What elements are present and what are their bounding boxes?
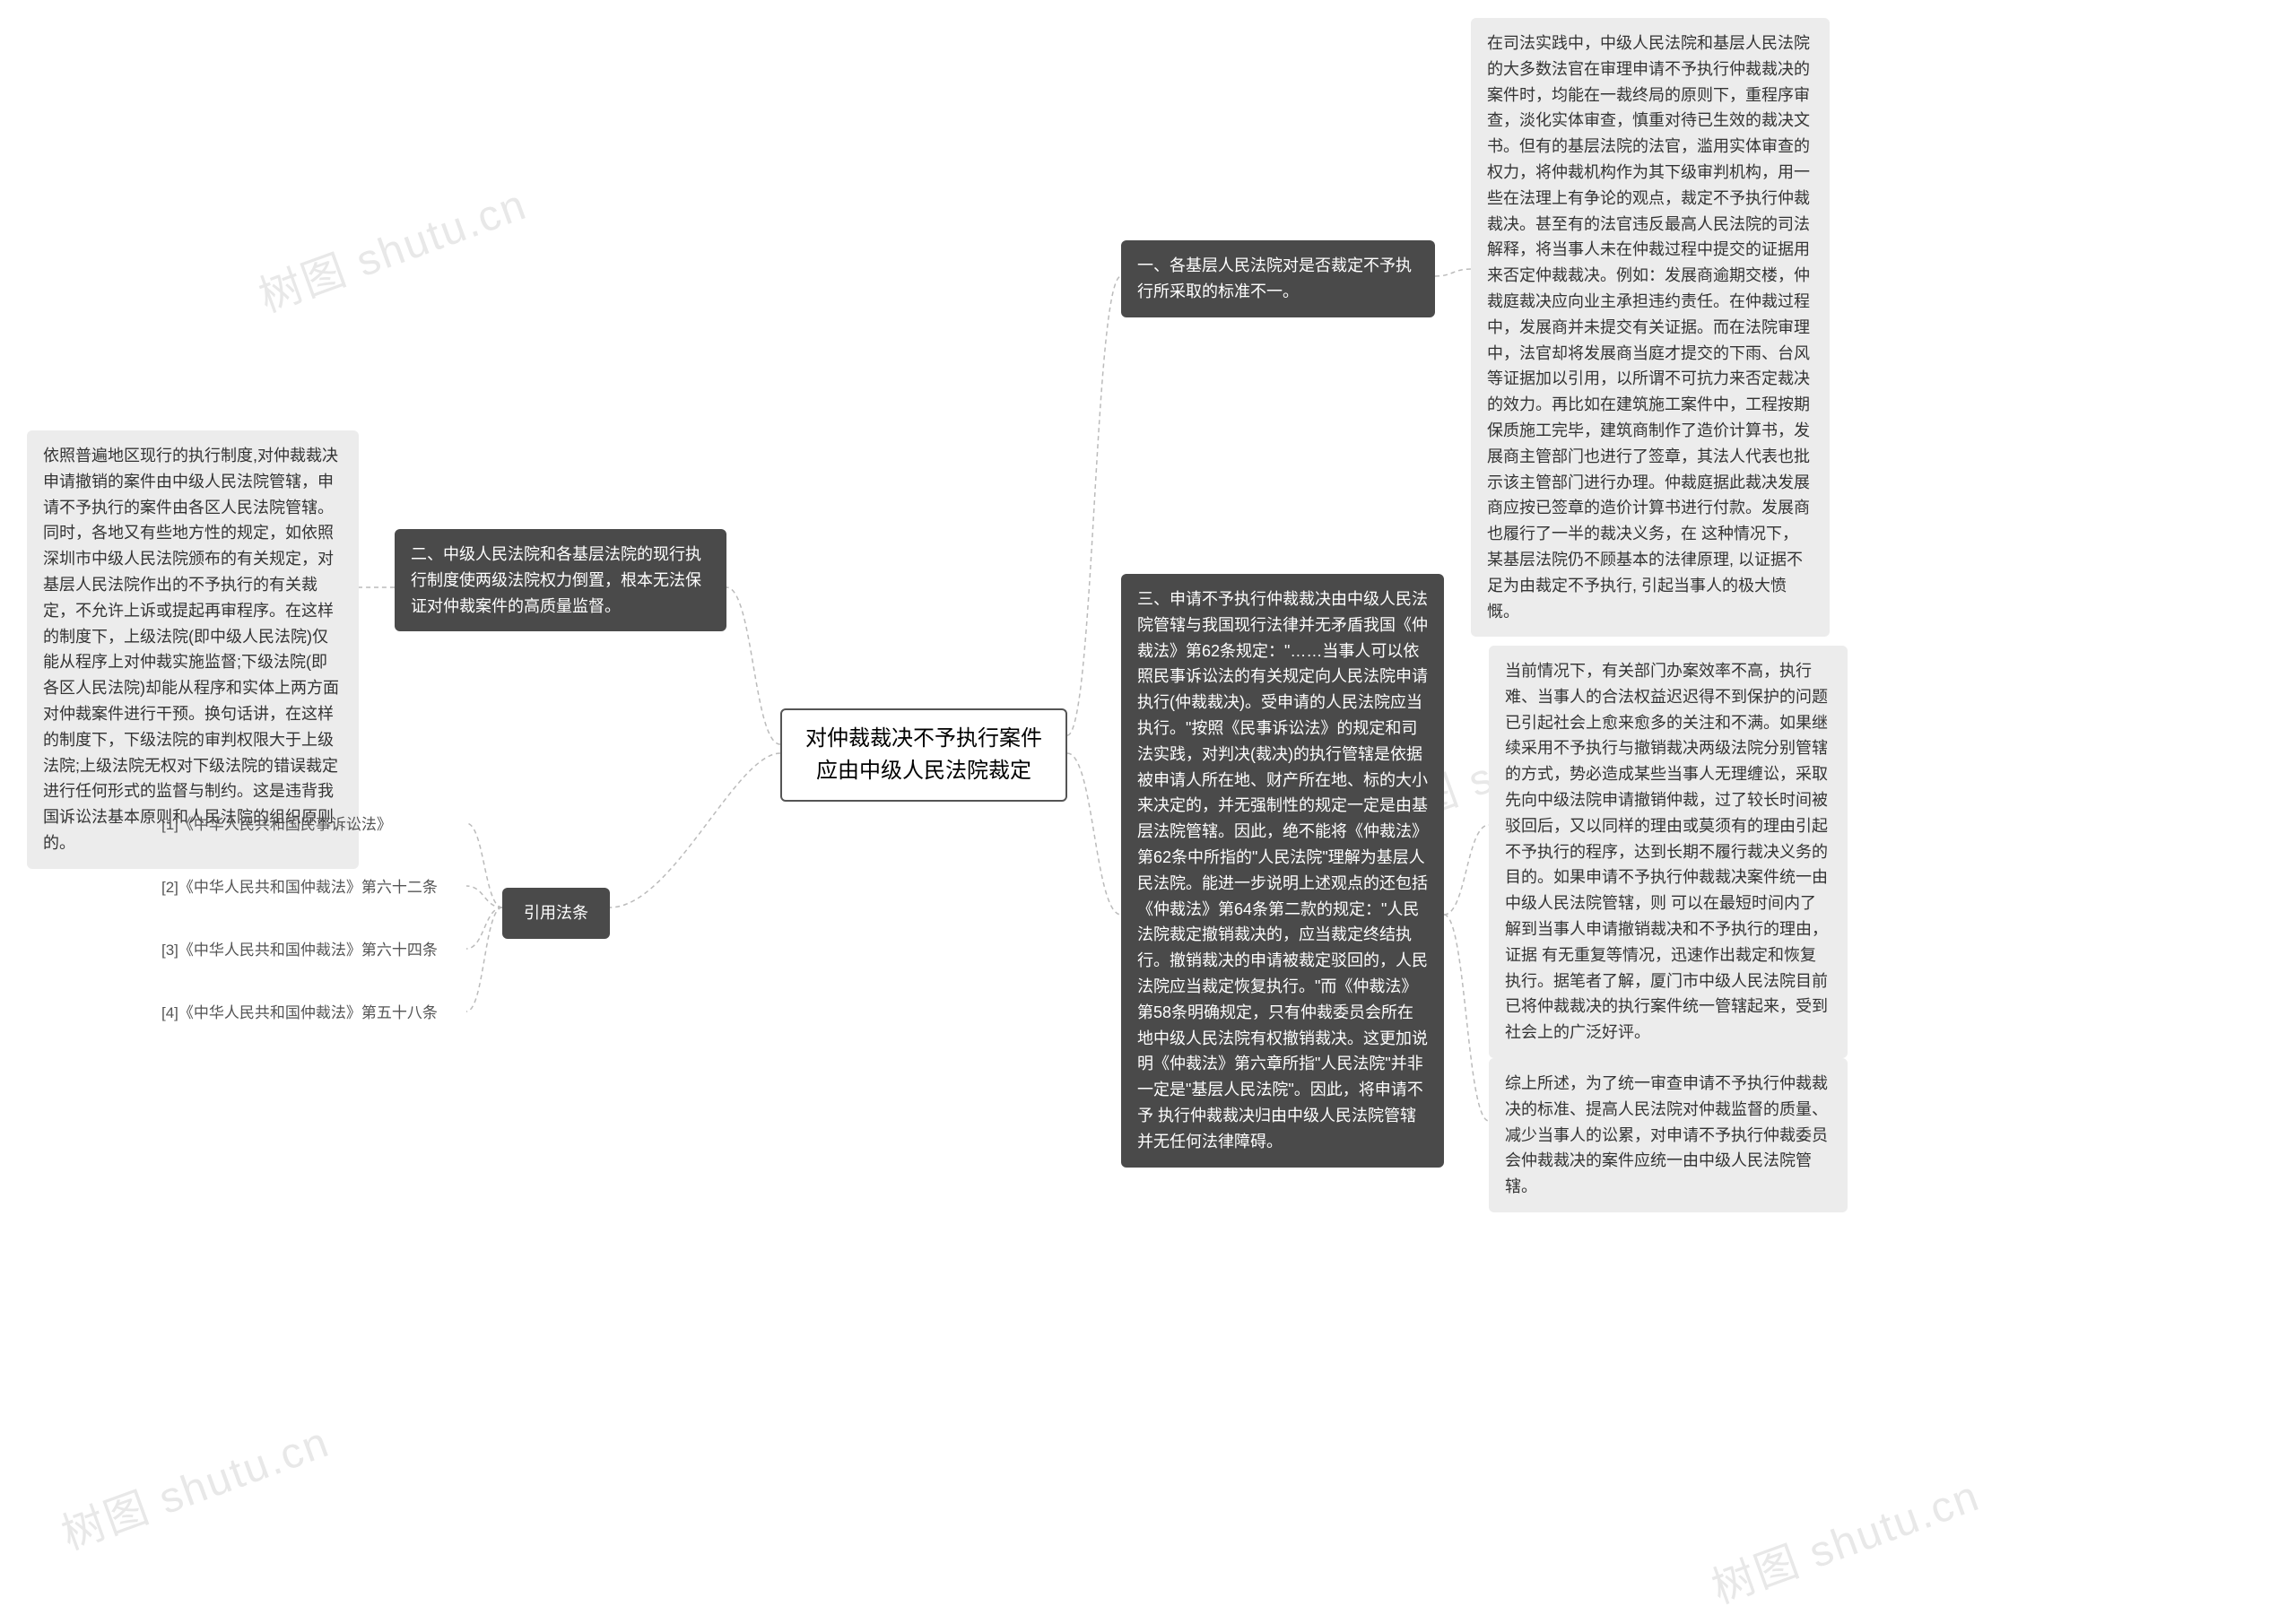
branch-2-title[interactable]: 二、中级人民法院和各基层法院的现行执行制度使两级法院权力倒置，根本无法保证对仲裁… — [395, 529, 726, 631]
center-line1: 对仲裁裁决不予执行案件 — [805, 726, 1042, 751]
center-topic[interactable]: 对仲裁裁决不予执行案件 应由中级人民法院裁定 — [780, 708, 1067, 802]
ref-item-3[interactable]: [3]《中华人民共和国仲裁法》第六十四条 — [152, 933, 466, 968]
watermark: 树图 shutu.cn — [51, 1407, 336, 1562]
branch-3-title[interactable]: 三、申请不予执行仲裁裁决由中级人民法院管辖与我国现行法律并无矛盾我国《仲裁法》第… — [1121, 574, 1444, 1168]
watermark: 树图 shutu.cn — [1701, 1461, 1987, 1615]
branch-1-detail: 在司法实践中，中级人民法院和基层人民法院的大多数法官在审理申请不予执行仲裁裁决的… — [1471, 18, 1830, 637]
branch-1-title[interactable]: 一、各基层人民法院对是否裁定不予执行所采取的标准不一。 — [1121, 240, 1435, 317]
branch-2-detail: 依照普遍地区现行的执行制度,对仲裁裁决申请撤销的案件由中级人民法院管辖，申请不予… — [27, 430, 359, 869]
center-line2: 应由中级人民法院裁定 — [816, 759, 1031, 783]
branch-3-detail-b: 综上所述，为了统一审查申请不予执行仲裁裁决的标准、提高人民法院对仲裁监督的质量、… — [1489, 1058, 1848, 1212]
refs-title[interactable]: 引用法条 — [502, 888, 610, 939]
ref-item-1[interactable]: [1]《中华人民共和国民事诉讼法》 — [152, 807, 466, 842]
ref-item-4[interactable]: [4]《中华人民共和国仲裁法》第五十八条 — [152, 995, 466, 1030]
watermark: 树图 shutu.cn — [248, 169, 534, 325]
ref-item-2[interactable]: [2]《中华人民共和国仲裁法》第六十二条 — [152, 870, 466, 905]
branch-3-detail-a: 当前情况下，有关部门办案效率不高，执行难、当事人的合法权益迟迟得不到保护的问题已… — [1489, 646, 1848, 1058]
